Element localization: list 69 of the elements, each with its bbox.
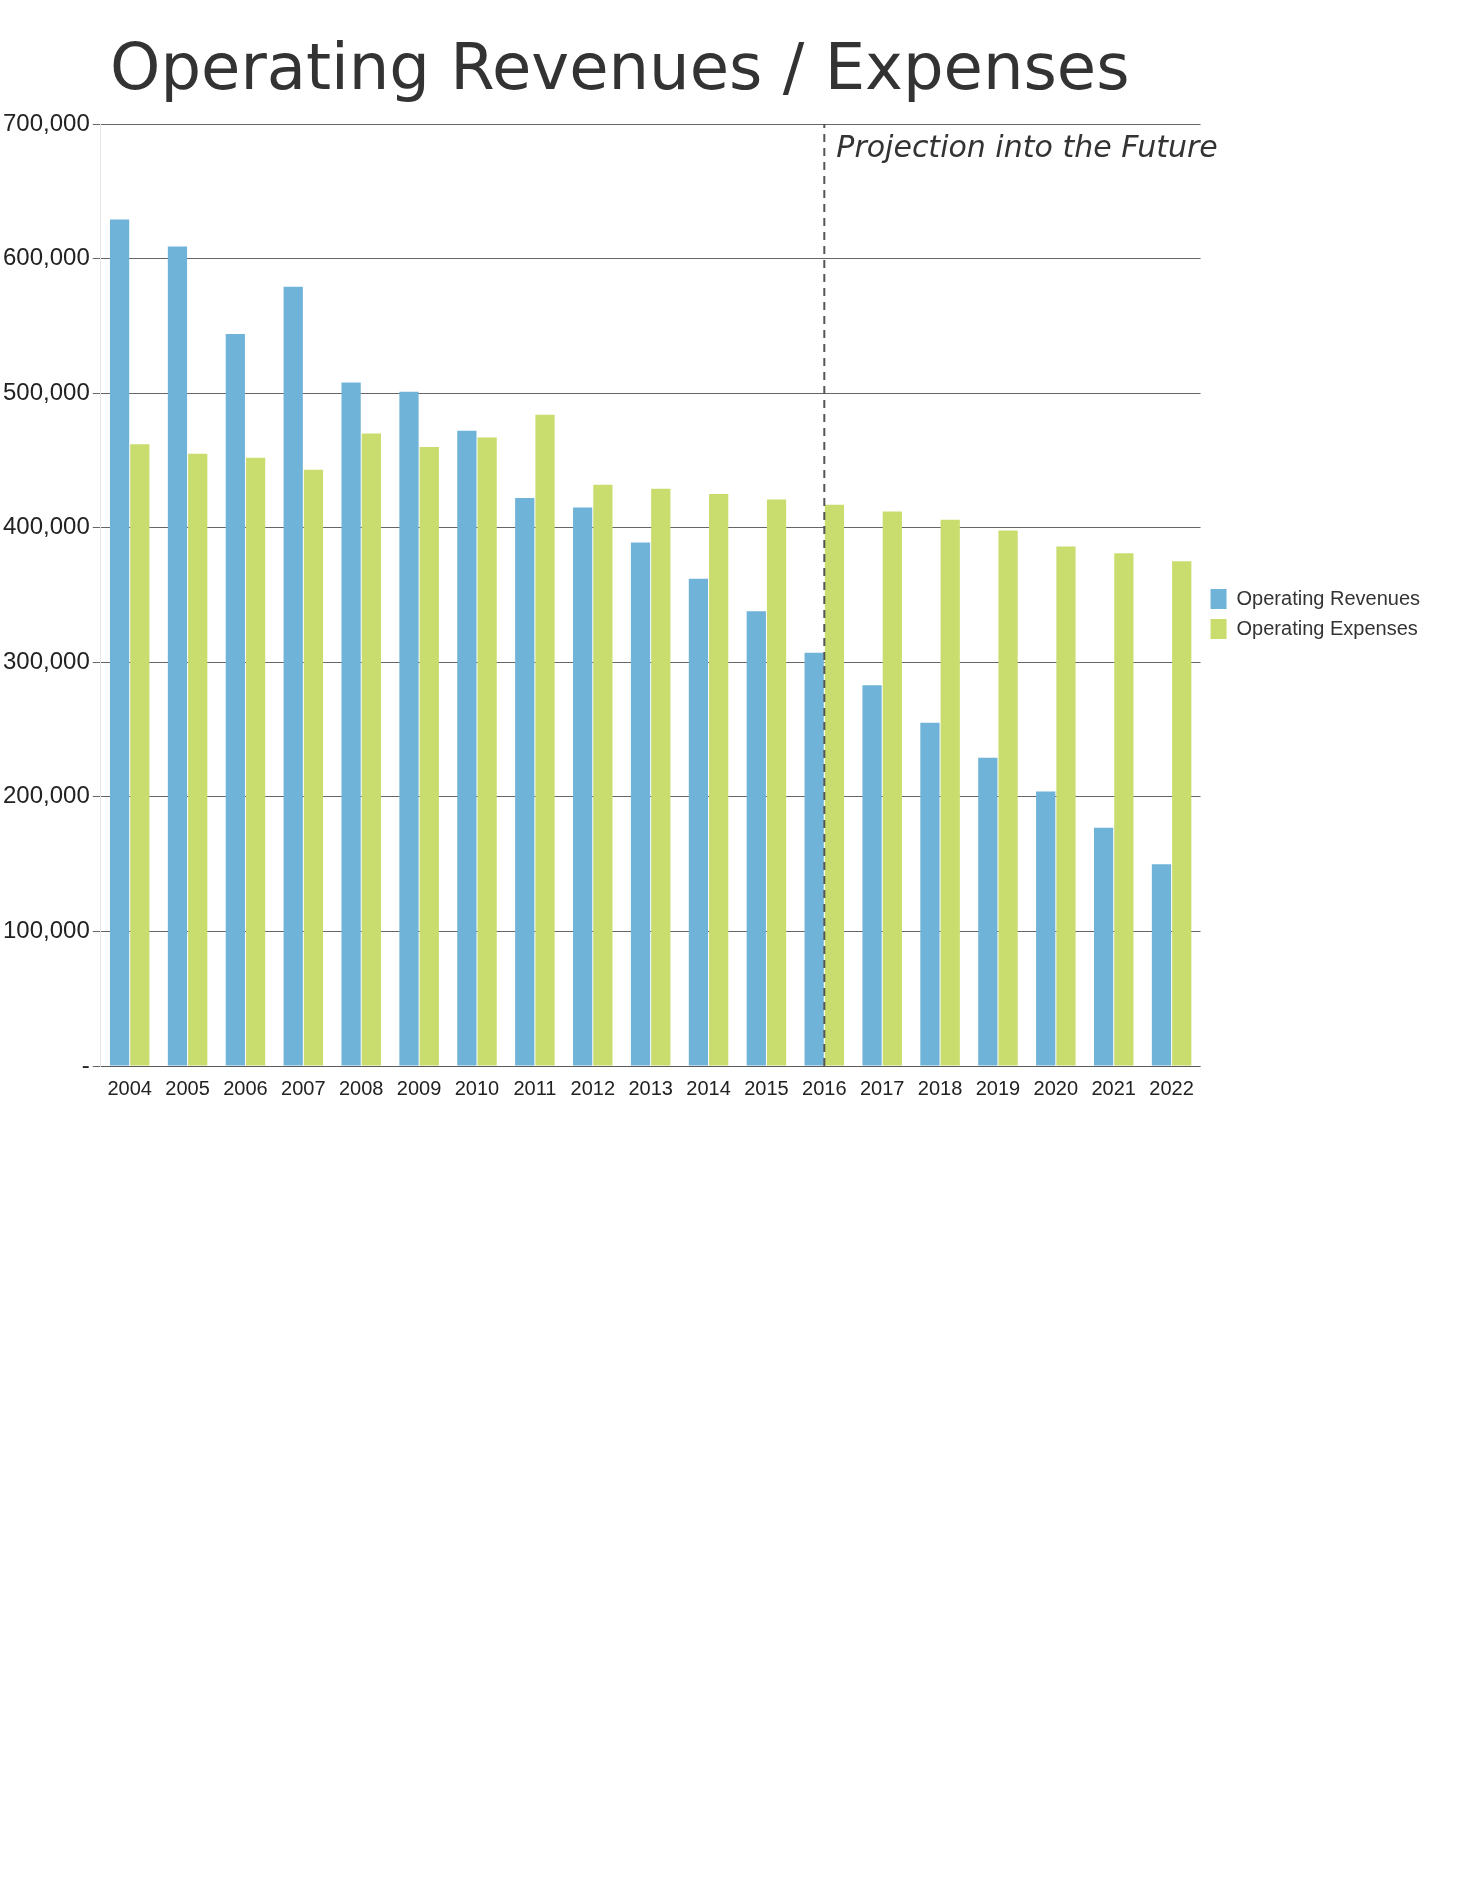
y-tick-label: - <box>81 1050 90 1078</box>
bar <box>1036 791 1056 1066</box>
x-tick-label: 2017 <box>859 1076 905 1099</box>
y-tick-label: 300,000 <box>2 646 90 674</box>
bar <box>630 542 651 1066</box>
bar <box>188 453 208 1066</box>
legend-label: Operating Expenses <box>1236 616 1418 639</box>
bar <box>688 578 709 1066</box>
bar <box>1114 553 1134 1066</box>
x-tick-label: 2012 <box>570 1076 616 1099</box>
x-tick-label: 2004 <box>107 1076 152 1099</box>
y-tick-label: 700,000 <box>2 108 90 136</box>
bar <box>593 484 613 1066</box>
y-tick-label: 500,000 <box>2 377 90 405</box>
bar <box>920 722 940 1066</box>
bar <box>998 530 1018 1066</box>
x-tick-label: 2021 <box>1091 1076 1136 1099</box>
x-tick-label: 2006 <box>223 1076 268 1099</box>
ref-line-label: Projection into the Future <box>836 128 1218 164</box>
x-tick-label: 2011 <box>513 1076 557 1099</box>
bar <box>130 444 150 1066</box>
bar <box>651 488 671 1066</box>
bar <box>882 511 902 1066</box>
x-tick-label: 2014 <box>686 1076 731 1099</box>
y-tick-label: 400,000 <box>2 512 90 540</box>
bar <box>457 430 477 1066</box>
x-tick-label: 2013 <box>628 1076 673 1099</box>
bar <box>709 494 729 1066</box>
bar <box>283 286 303 1066</box>
x-tick-label: 2008 <box>338 1076 384 1099</box>
chart-title: Operating Revenues / Expenses <box>110 30 1131 104</box>
bar <box>477 437 497 1066</box>
bar <box>361 433 381 1066</box>
bar <box>940 519 960 1066</box>
bar <box>535 414 555 1066</box>
bar <box>109 219 130 1066</box>
bar <box>1172 561 1192 1066</box>
x-tick-label: 2009 <box>396 1076 442 1099</box>
bar <box>1151 864 1172 1066</box>
legend-label: Operating Revenues <box>1236 586 1421 609</box>
bar <box>245 457 266 1066</box>
bar <box>978 757 998 1066</box>
bar <box>804 652 824 1066</box>
bar <box>746 611 766 1066</box>
bar <box>862 685 882 1066</box>
bar <box>824 504 845 1066</box>
bar <box>167 246 188 1066</box>
bar <box>341 382 361 1066</box>
x-tick-label: 2020 <box>1033 1076 1079 1099</box>
bar <box>766 499 787 1066</box>
bar <box>399 391 419 1066</box>
x-tick-label: 2019 <box>975 1076 1021 1099</box>
bar <box>225 333 245 1066</box>
x-tick-label: 2007 <box>281 1076 326 1099</box>
x-tick-label: 2010 <box>454 1076 500 1099</box>
y-tick-label: 600,000 <box>2 243 90 271</box>
y-tick-label: 100,000 <box>2 916 90 944</box>
bar <box>419 446 439 1066</box>
x-tick-label: 2005 <box>165 1076 210 1099</box>
bar <box>1093 827 1114 1066</box>
x-tick-label: 2022 <box>1149 1076 1194 1099</box>
x-tick-label: 2015 <box>744 1076 789 1099</box>
x-tick-label: 2018 <box>917 1076 963 1099</box>
bar <box>515 498 535 1066</box>
bar <box>303 469 324 1066</box>
bar <box>1056 546 1076 1066</box>
y-tick-label: 200,000 <box>2 781 90 809</box>
bar <box>573 507 593 1066</box>
x-tick-label: 2016 <box>802 1076 847 1099</box>
